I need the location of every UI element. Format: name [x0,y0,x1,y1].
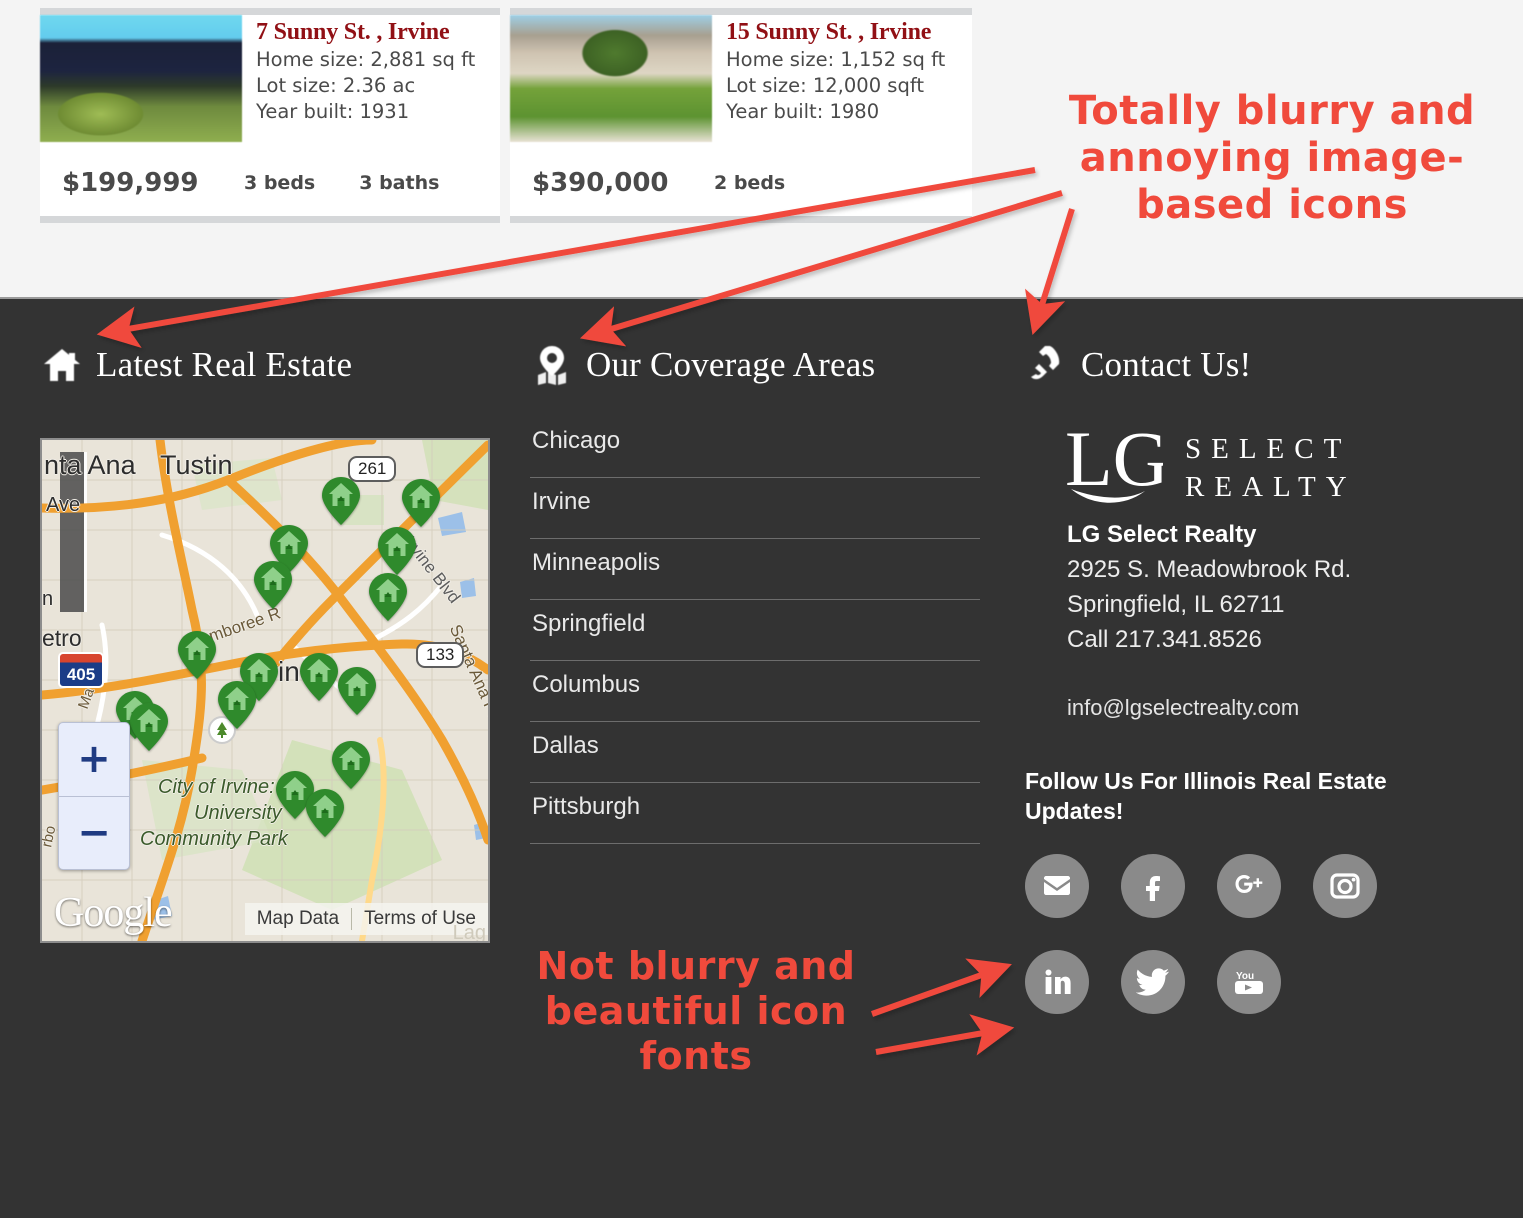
listing-card-top: 7 Sunny St. , Irvine Home size: 2,881 sq… [40,15,500,142]
map-interstate-shield: 405 [58,652,104,688]
map-house-pin[interactable] [268,524,310,574]
coverage-area-item[interactable]: Pittsburgh [530,783,980,844]
map-attribution-bar[interactable]: Map Data Terms of Use [244,903,488,935]
map-zoom-out-button[interactable]: − [77,809,111,856]
listing-lot-size: Lot size: 2.36 ac [256,74,416,97]
listing-baths: 3 baths [359,172,440,194]
listing-card[interactable]: 7 Sunny St. , Irvine Home size: 2,881 sq… [40,8,500,223]
instagram-icon[interactable] [1313,854,1377,918]
listing-lot-size: Lot size: 12,000 sqft [726,74,925,97]
listing-year-built: Year built: 1931 [256,100,410,123]
listing-title[interactable]: 7 Sunny St. , Irvine [256,19,450,45]
google-watermark: Google [54,890,173,936]
listing-home-size: Home size: 2,881 sq ft [256,48,476,71]
brand-word-select: SELECT [1185,433,1352,465]
footer-column-contact: Contact Us! LG SELECT REALTY LG Select R… [1025,299,1485,1014]
coverage-area-item[interactable]: Dallas [530,722,980,783]
listing-card-footer: $199,999 3 beds 3 baths [40,142,500,224]
svg-text:You: You [1236,971,1254,982]
company-name: LG Select Realty [1067,521,1257,548]
listings-strip: 7 Sunny St. , Irvine Home size: 2,881 sq… [0,0,1523,297]
footer-column-latest-real-estate: Latest Real Estate [40,299,495,943]
company-city-state-zip: Springfield, IL 62711 [1067,591,1285,618]
map-house-pin[interactable] [330,740,372,790]
map-marker-icon [530,343,574,387]
map-route-shield: 133 [416,642,465,668]
follow-us-heading: Follow Us For Illinois Real Estate Updat… [1025,768,1387,824]
map-house-pin[interactable] [298,652,340,702]
brand-wordmark: SELECT REALTY [1185,430,1357,506]
footer-heading-label: Latest Real Estate [96,345,353,384]
footer-heading-coverage: Our Coverage Areas [530,299,985,399]
listing-price: $390,000 [532,168,669,198]
youtube-icon[interactable]: You [1217,950,1281,1014]
map-terms-link[interactable]: Terms of Use [351,908,488,930]
map-house-pin[interactable] [304,788,346,838]
map-house-pin[interactable] [336,666,378,716]
map-house-pin[interactable] [367,572,409,622]
phone-icon [1025,343,1069,387]
coverage-area-item[interactable]: Chicago [530,417,980,478]
map-data-link[interactable]: Map Data [256,908,340,929]
facebook-icon[interactable] [1121,854,1185,918]
map-zoom-in-button[interactable]: + [59,723,129,797]
listing-year-built: Year built: 1980 [726,100,880,123]
map-house-pin[interactable] [400,478,442,528]
map-house-pin[interactable] [252,560,294,610]
coverage-area-item[interactable]: Columbus [530,661,980,722]
brand-word-realty: REALTY [1185,471,1357,503]
footer-heading-label: Our Coverage Areas [586,345,876,384]
map-route-shield: 261 [348,456,397,482]
map-house-pin[interactable] [376,526,418,576]
brand-logo: LG SELECT REALTY [1025,419,1485,517]
listing-card-footer: $390,000 2 beds [510,142,972,224]
company-phone: Call 217.341.8526 [1067,626,1262,653]
map-house-pin[interactable] [320,476,362,526]
coverage-area-item[interactable]: Minneapolis [530,539,980,600]
listing-card[interactable]: 15 Sunny St. , Irvine Home size: 1,152 s… [510,8,972,223]
map-house-pin[interactable] [176,630,218,680]
email-icon[interactable] [1025,854,1089,918]
linkedin-icon[interactable] [1025,950,1089,1014]
map-house-pin[interactable] [216,680,258,730]
map-zoom-controls[interactable]: + − [58,722,130,870]
map-house-pin[interactable] [274,770,316,820]
map-corner-label: Lag [452,922,486,943]
company-email[interactable]: info@lgselectrealty.com [1067,695,1300,720]
site-footer: Latest Real Estate [0,297,1523,1218]
house-photo-blurry [40,15,242,142]
map-house-pin[interactable] [128,702,170,752]
house-icon [40,343,84,387]
footer-heading-contact: Contact Us! [1025,299,1485,399]
listing-price: $199,999 [62,168,199,198]
listing-details: 15 Sunny St. , Irvine Home size: 1,152 s… [712,15,945,142]
svg-text:LG: LG [1067,425,1163,502]
googleplus-icon[interactable] [1217,854,1281,918]
coverage-area-list: Chicago Irvine Minneapolis Springfield Colum… [530,417,980,844]
coverage-area-item[interactable]: Irvine [530,478,980,539]
contact-body: LG SELECT REALTY LG Select Realty 2925 S… [1025,419,1485,1046]
footer-heading-label: Contact Us! [1081,345,1252,384]
listing-beds: 3 beds [244,172,316,194]
footer-heading-latest: Latest Real Estate [40,299,495,399]
listing-details: 7 Sunny St. , Irvine Home size: 2,881 sq… [242,15,475,142]
footer-column-coverage-areas: Our Coverage Areas Chicago Irvine Minneapo… [530,299,985,844]
social-links[interactable]: You [1025,854,1445,1046]
listing-card-top: 15 Sunny St. , Irvine Home size: 1,152 s… [510,15,972,142]
listing-beds: 2 beds [714,172,786,194]
twitter-icon[interactable] [1121,950,1185,1014]
house-photo-blurry [510,15,712,142]
company-address: 2925 S. Meadowbrook Rd. [1067,556,1352,583]
lg-monogram-icon: LG [1067,425,1163,503]
listing-title[interactable]: 15 Sunny St. , Irvine [726,19,932,45]
coverage-area-item[interactable]: Springfield [530,600,980,661]
latest-real-estate-map[interactable]: nta Ana Tustin Ave n etro Jamboree R Irv… [40,438,490,943]
listing-home-size: Home size: 1,152 sq ft [726,48,946,71]
